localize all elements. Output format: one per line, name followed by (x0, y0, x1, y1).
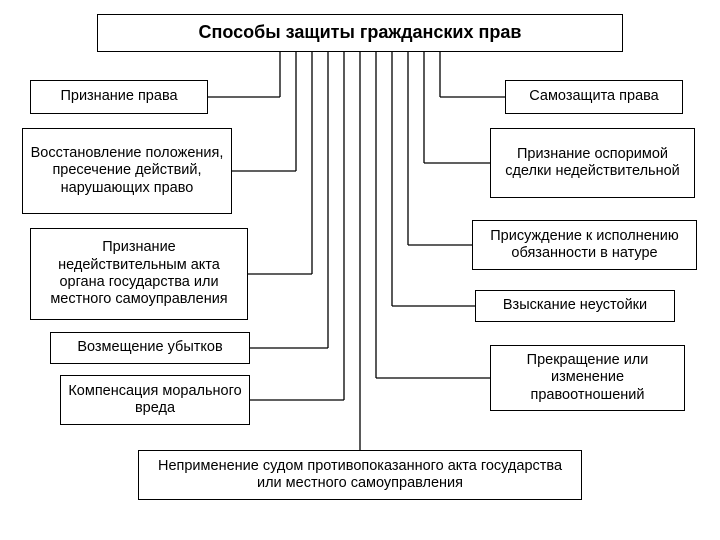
node-invalidation-of-act: Признание недействительным акта органа г… (30, 228, 248, 320)
node-moral-compensation: Компенсация морального вреда (60, 375, 250, 425)
node-termination: Прекращение или изменение правоотношений (490, 345, 685, 411)
node-voidable-transaction: Признание оспоримой сделки недействитель… (490, 128, 695, 198)
node-restoration: Восстановление положения, пресечение дей… (22, 128, 232, 214)
node-performance-in-kind: Присуждение к исполнению обязанности в н… (472, 220, 697, 270)
node-damages: Возмещение убытков (50, 332, 250, 364)
node-penalty: Взыскание неустойки (475, 290, 675, 322)
node-recognition-of-right: Признание права (30, 80, 208, 114)
node-nonapplication: Неприменение судом противопоказанного ак… (138, 450, 582, 500)
node-self-defense: Самозащита права (505, 80, 683, 114)
diagram-canvas: Способы защиты гражданских прав Признани… (0, 0, 720, 540)
diagram-title: Способы защиты гражданских прав (97, 14, 623, 52)
